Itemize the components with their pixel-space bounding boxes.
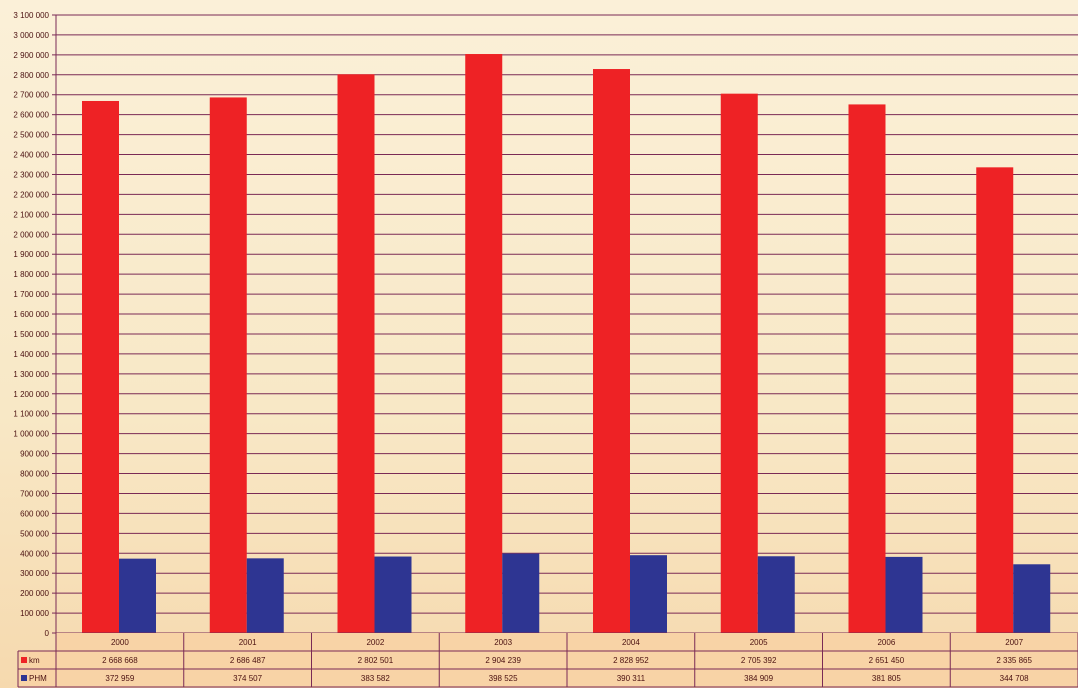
legend-swatch-phm	[21, 675, 27, 681]
bar-km-2003	[465, 54, 503, 634]
y-tick-label: 2 200 000	[13, 190, 49, 199]
legend-swatch-km	[21, 657, 27, 663]
y-tick-label: 1 200 000	[13, 390, 49, 399]
data-label-phm: 374 507	[233, 674, 262, 683]
x-category-label: 2002	[366, 638, 384, 647]
x-category-label: 2006	[877, 638, 895, 647]
y-tick-label: 2 800 000	[13, 71, 49, 80]
bar-phm-2002	[374, 556, 412, 633]
x-category-label: 2003	[494, 638, 512, 647]
y-tick-label: 800 000	[20, 470, 49, 479]
axes	[55, 15, 1078, 634]
y-tick-label: 1 300 000	[13, 370, 49, 379]
data-table: 2000 2001 2002 2003 2004 2005 2006 2007 km 2 668 …	[17, 633, 1078, 688]
y-tick-label: 1 000 000	[13, 430, 49, 439]
data-label-km: 2 668 668	[102, 656, 138, 665]
y-tick-label: 2 700 000	[13, 91, 49, 100]
bar-km-2000	[82, 100, 119, 634]
y-tick-label: 500 000	[20, 529, 49, 538]
y-tick-label: 1 800 000	[13, 270, 49, 279]
bar-km-2006	[848, 104, 886, 634]
bar-phm-2003	[502, 553, 540, 633]
data-label-km: 2 705 392	[741, 656, 777, 665]
y-tick-label: 3 100 000	[13, 11, 49, 20]
x-category-label: 2005	[750, 638, 768, 647]
y-tick-label: 2 900 000	[13, 51, 49, 60]
y-tick-label: 2 300 000	[13, 170, 49, 179]
y-tick-label: 1 500 000	[13, 330, 49, 339]
y-tick-label: 900 000	[20, 450, 49, 459]
y-tick-label: 1 400 000	[13, 350, 49, 359]
gridlines	[52, 14, 1078, 634]
data-label-phm: 381 805	[872, 674, 901, 683]
data-label-km: 2 686 487	[230, 656, 266, 665]
data-label-phm: 383 582	[361, 674, 390, 683]
bar-km-2007	[976, 167, 1014, 633]
data-label-phm: 372 959	[105, 674, 134, 683]
y-tick-label: 2 000 000	[13, 230, 49, 239]
y-tick-label: 2 400 000	[13, 151, 49, 160]
y-tick-label: 400 000	[20, 549, 49, 558]
bar-phm-2005	[757, 556, 795, 633]
y-tick-label: 1 100 000	[13, 410, 49, 419]
y-tick-label: 0	[45, 629, 50, 638]
y-tick-label: 1 700 000	[13, 290, 49, 299]
x-category-label: 2007	[1005, 638, 1023, 647]
data-label-km: 2 802 501	[358, 656, 394, 665]
bar-phm-2004	[630, 555, 667, 633]
data-label-km: 2 651 450	[869, 656, 905, 665]
data-label-phm: 344 708	[1000, 674, 1029, 683]
bars	[82, 54, 1051, 634]
bar-km-2001	[209, 97, 247, 634]
y-tick-label: 2 500 000	[13, 131, 49, 140]
x-category-label: 2004	[622, 638, 640, 647]
y-tick-label: 3 000 000	[13, 31, 49, 40]
bar-km-2004	[593, 69, 630, 633]
data-label-phm: 398 525	[489, 674, 518, 683]
y-tick-label: 1 600 000	[13, 310, 49, 319]
y-tick-label: 2 600 000	[13, 111, 49, 120]
bar-phm-2006	[885, 556, 923, 633]
bar-km-2005	[720, 93, 758, 634]
x-category-label: 2001	[239, 638, 257, 647]
legend-label-km: km	[29, 656, 40, 665]
y-tick-label: 600 000	[20, 509, 49, 518]
bar-phm-2001	[246, 558, 284, 633]
y-tick-label: 300 000	[20, 569, 49, 578]
data-label-km: 2 335 865	[996, 656, 1032, 665]
data-label-phm: 384 909	[744, 674, 773, 683]
y-tick-label: 1 900 000	[13, 250, 49, 259]
y-tick-label: 700 000	[20, 489, 49, 498]
bar-phm-2000	[119, 558, 156, 633]
data-label-phm: 390 311	[617, 674, 646, 683]
data-label-km: 2 828 952	[613, 656, 649, 665]
y-tick-label: 100 000	[20, 609, 49, 618]
y-tick-label: 200 000	[20, 589, 49, 598]
legend-label-phm: PHM	[29, 674, 47, 683]
data-label-km: 2 904 239	[485, 656, 521, 665]
x-category-label: 2000	[111, 638, 129, 647]
bar-km-2002	[337, 74, 375, 633]
y-axis-tick-labels: 0 100 000 200 000 300 000 400 000 500 000 600 …	[13, 11, 49, 638]
y-tick-label: 2 100 000	[13, 210, 49, 219]
bar-phm-2007	[1013, 564, 1051, 633]
